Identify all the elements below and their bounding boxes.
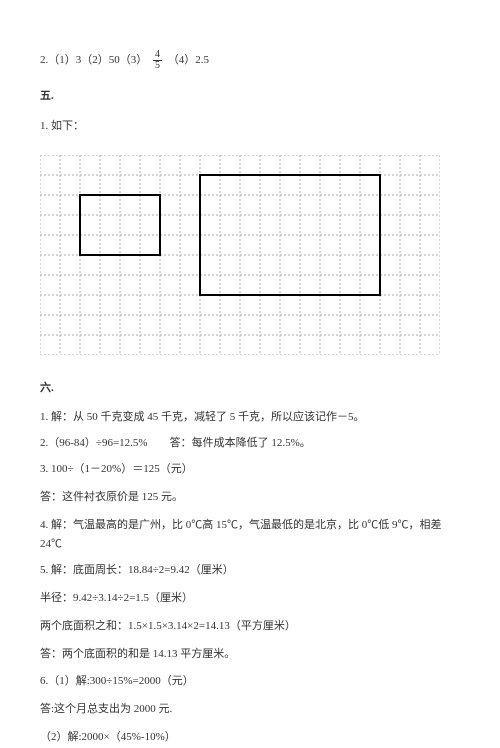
grid-figure — [40, 155, 460, 355]
s6-l6: 5. 解：底面周长：18.84÷2=9.42（厘米） — [40, 561, 460, 581]
question-2: 2.（1）3（2）50（3） 4 5 （4）2.5 — [40, 50, 460, 71]
s6-l5: 4. 解：气温最高的是广州，比 0℃高 15℃，气温最低的是北京，比 0℃低 9… — [40, 516, 460, 556]
s6-l8: 两个底面积之和：1.5×1.5×3.14×2=14.13（平方厘米） — [40, 617, 460, 637]
q2-prefix: 2.（1）3（2）50（3） — [40, 54, 147, 66]
s6-l10: 6.（1）解:300÷15%=2000（元） — [40, 672, 460, 692]
s6-l2: 2.（96-84）÷96=12.5% 答：每件成本降低了 12.5%。 — [40, 434, 460, 454]
s6-l3: 3. 100÷（1－20%）＝125（元） — [40, 460, 460, 480]
q2-fraction: 4 5 — [153, 50, 162, 71]
section-5-header: 五. — [40, 87, 460, 107]
section-6-header: 六. — [40, 379, 460, 399]
s6-l9: 答：两个底面积的和是 14.13 平方厘米。 — [40, 645, 460, 665]
s6-l4: 答：这件衬衣原价是 125 元。 — [40, 488, 460, 508]
s6-l11: 答:这个月总支出为 2000 元. — [40, 700, 460, 720]
s6-l7: 半径：9.42÷3.14÷2=1.5（厘米） — [40, 589, 460, 609]
s6-l12: （2）解:2000×（45%-10%） — [40, 728, 460, 748]
s6-l1: 1. 解：从 50 千克变成 45 千克，减轻了 5 千克，所以应该记作－5。 — [40, 408, 460, 428]
q2-suffix: （4）2.5 — [168, 54, 209, 66]
section-5-line1: 1. 如下： — [40, 117, 460, 137]
grid-svg — [40, 155, 440, 355]
frac-den: 5 — [153, 61, 162, 71]
